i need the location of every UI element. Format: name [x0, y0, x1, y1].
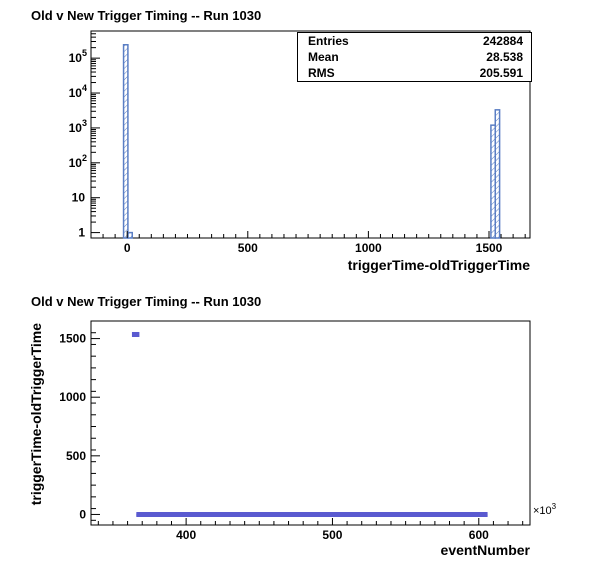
stats-row-mean: Mean 28.538 [298, 49, 531, 65]
histogram-title: Old v New Trigger Timing -- Run 1030 [31, 8, 262, 23]
stats-label: Entries [308, 34, 349, 48]
stats-label: RMS [308, 66, 335, 80]
stats-box: Entries 242884 Mean 28.538 RMS 205.591 [297, 32, 532, 82]
x-axis-multiplier: ×103 [533, 502, 557, 517]
y-tick-label: 500 [66, 449, 86, 463]
histogram-bar [494, 109, 501, 239]
histogram-bar [127, 231, 133, 239]
y-tick-label: 105 [69, 48, 87, 65]
stats-label: Mean [308, 50, 339, 64]
x-axis-label: triggerTime-oldTriggerTime [348, 257, 531, 273]
y-tick-label: 0 [79, 507, 86, 521]
scatter-panel: Old v New Trigger Timing -- Run 1030 400… [0, 290, 596, 572]
stats-value: 205.591 [479, 66, 523, 80]
y-tick-label: 1 [78, 226, 85, 240]
y-tick-label: 102 [69, 153, 87, 170]
x-tick-label: 500 [238, 241, 258, 255]
plot-frame [90, 30, 531, 239]
stats-row-entries: Entries 242884 [298, 33, 531, 49]
plot-frame [90, 320, 531, 526]
x-tick-label: 400 [176, 528, 196, 542]
y-axis-label: triggerTime-oldTriggerTime [28, 323, 44, 506]
stats-value: 28.538 [486, 50, 523, 64]
x-tick-label: 500 [322, 528, 342, 542]
stats-value: 242884 [482, 34, 523, 48]
y-tick-label: 104 [69, 83, 87, 100]
y-tick-label: 1000 [59, 390, 86, 404]
histogram-chart: 0 500 1000 1500 1 10 102 103 104 105 triggerTime-o… [69, 30, 531, 273]
stats-row-rms: RMS 205.591 [298, 65, 531, 81]
scatter-chart: 400 500 600 0 500 1000 1500 ×103 eventNumber trig… [28, 320, 557, 558]
y-tick-label: 10 [72, 191, 86, 205]
y-tick-label: 103 [69, 118, 87, 135]
x-tick-label: 1500 [476, 241, 503, 255]
x-tick-label: 0 [124, 241, 131, 255]
x-tick-label: 600 [469, 528, 489, 542]
scatter-title: Old v New Trigger Timing -- Run 1030 [31, 294, 262, 309]
x-tick-label: 1000 [355, 241, 382, 255]
histogram-bar [122, 44, 129, 239]
x-axis-label: eventNumber [441, 542, 531, 558]
histogram-panel: Old v New Trigger Timing -- Run 1030 0 50… [31, 8, 532, 273]
y-tick-label: 1500 [59, 332, 86, 346]
